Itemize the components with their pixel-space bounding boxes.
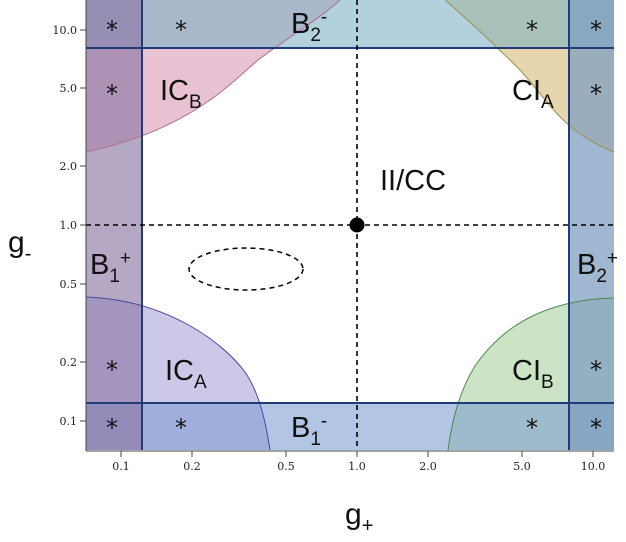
region-ic-a-outline (85, 296, 271, 451)
band-b2-minus (86, 0, 614, 48)
x-tick-label: 0.5 (277, 460, 295, 473)
star-marker: * (526, 16, 538, 44)
star-markers: * * * * * * * * * * * * (106, 16, 602, 442)
star-marker: * (590, 356, 602, 384)
region-ci-a-outline (444, 0, 615, 153)
y-tick-label: 0.5 (60, 278, 78, 291)
star-marker: * (590, 16, 602, 44)
y-tick-label: 2.0 (60, 160, 78, 173)
label-center: II/CC (380, 165, 446, 197)
star-marker: * (175, 16, 187, 44)
x-axis-title: g+ (345, 498, 373, 537)
y-tick-label: 0.2 (60, 356, 78, 369)
y-tick-label: 1.0 (60, 219, 78, 232)
x-tick-label: 10.0 (581, 460, 606, 473)
x-axis-ticks: 0.1 0.2 0.5 1.0 2.0 5.0 10.0 (112, 451, 605, 473)
y-axis-ticks: 10.0 5.0 2.0 1.0 0.5 0.2 0.1 (53, 24, 86, 428)
star-marker: * (106, 16, 118, 44)
critical-point (349, 217, 365, 233)
y-tick-label: 0.1 (60, 415, 78, 428)
y-tick-label: 10.0 (53, 24, 78, 37)
label-b2-minus: B2- (291, 7, 327, 46)
x-tick-label: 0.2 (183, 460, 201, 473)
star-marker: * (106, 356, 118, 384)
label-ic-b: ICB (160, 75, 202, 113)
region-ic-b-outline (85, 0, 341, 153)
y-axis-title: g- (8, 226, 31, 265)
star-marker: * (590, 414, 602, 442)
x-tick-label: 5.0 (513, 460, 531, 473)
star-marker: * (590, 80, 602, 108)
band-b1-minus (86, 403, 614, 450)
x-tick-label: 2.0 (419, 460, 437, 473)
x-tick-label: 0.1 (112, 460, 130, 473)
star-marker: * (175, 414, 187, 442)
label-ci-a: CIA (512, 75, 554, 113)
star-marker: * (526, 414, 538, 442)
star-marker: * (106, 414, 118, 442)
label-b1-plus: B1+ (90, 248, 131, 287)
region-ci-b-outline (447, 297, 615, 451)
y-tick-label: 5.0 (60, 82, 78, 95)
label-ci-b: CIB (512, 355, 554, 393)
star-marker: * (106, 80, 118, 108)
label-b2-plus: B2+ (577, 248, 618, 287)
label-ic-a: ICA (165, 355, 207, 393)
dashed-ellipse (188, 247, 304, 291)
label-b1-minus: B1- (291, 411, 327, 450)
x-tick-label: 1.0 (348, 460, 366, 473)
